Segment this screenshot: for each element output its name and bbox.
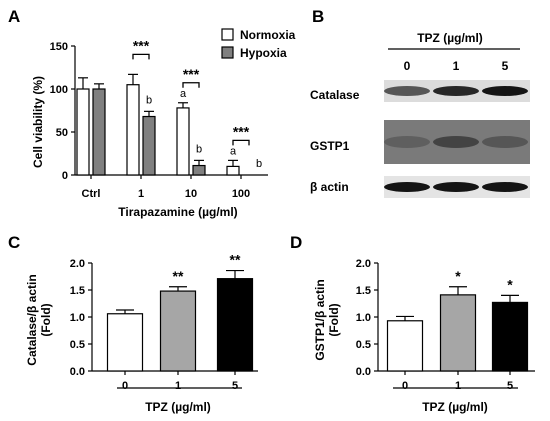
panel-a-xtick-label: 10 xyxy=(185,188,197,200)
panel-d-ytick-label: 1.0 xyxy=(356,312,371,324)
panel-a-ytick-label: 0 xyxy=(62,170,68,182)
panel-d-xlabel: TPZ (µg/ml) xyxy=(422,400,488,414)
panel-d-bar xyxy=(491,301,529,372)
panel-c-xtick-label: 5 xyxy=(232,380,238,392)
panel-letter-c: C xyxy=(8,233,20,252)
panel-c-ytick-label: 2.0 xyxy=(70,258,85,270)
panel-a-bar-normoxia xyxy=(226,165,240,176)
panel-a-legend: Normoxia Hypoxia xyxy=(221,28,296,60)
panel-a-ytick-label: 50 xyxy=(56,127,68,139)
panel-d-xtick-label: 1 xyxy=(455,380,461,392)
panel-d-xtick-label: 0 xyxy=(402,380,408,392)
panel-c-xlabel: TPZ (µg/ml) xyxy=(145,400,211,414)
panel-a-sig-letter: a xyxy=(230,145,237,157)
panel-c-xtick-label: 0 xyxy=(122,380,128,392)
panel-d-xtick-label: 5 xyxy=(507,380,513,392)
panel-c-ytick-label: 0.0 xyxy=(70,366,85,378)
panel-c-bar xyxy=(159,290,197,372)
blot-row-label-beta-actin: β actin xyxy=(310,180,349,194)
panel-a-sig-letter: a xyxy=(180,88,187,100)
panel-c-ylabel: Catalase/β actin(Fold) xyxy=(25,274,53,365)
blot-band xyxy=(384,182,430,192)
panel-a-ylabel: Cell viability (%) xyxy=(31,76,45,168)
panel-a-sig-letter: b xyxy=(256,158,262,170)
panel-d-bar xyxy=(386,320,424,372)
panel-a-sig-stars: *** xyxy=(183,66,200,82)
blot-band xyxy=(433,136,479,148)
panel-c-bar xyxy=(106,313,144,372)
panel-d-sig-stars: * xyxy=(455,268,461,284)
blot-lane-label-2: 5 xyxy=(502,59,509,73)
panel-a-sig-bracket xyxy=(232,139,250,146)
panel-a-sig-stars: *** xyxy=(233,123,250,139)
panel-c-sig-stars: ** xyxy=(173,268,184,284)
panel-d-ytick-label: 0.5 xyxy=(356,339,371,351)
panel-d-bar xyxy=(439,294,477,372)
blot-row-label-gstp1: GSTP1 xyxy=(310,139,350,153)
panel-letter-b: B xyxy=(312,7,324,26)
panel-letter-d: D xyxy=(290,233,302,252)
panel-a-bar-hypoxia xyxy=(192,164,206,176)
panel-a-sig-letter: b xyxy=(146,94,152,106)
panel-a-bar-normoxia xyxy=(126,84,140,176)
blot-band xyxy=(482,182,528,192)
blot-row-label-catalase: Catalase xyxy=(310,88,360,102)
blot-lane-label-0: 0 xyxy=(404,59,411,73)
panel-a-xtick-label: Ctrl xyxy=(82,188,101,200)
blot-lane-label-1: 1 xyxy=(453,59,460,73)
blot-band xyxy=(433,86,479,96)
panel-a-sig-letter: b xyxy=(196,143,202,155)
panel-a-xtick-label: 100 xyxy=(232,188,250,200)
legend-label-hypoxia: Hypoxia xyxy=(240,46,287,60)
panel-c-bar xyxy=(216,278,254,372)
legend-swatch-normoxia xyxy=(221,28,234,41)
panel-a-sig-bracket xyxy=(182,82,200,88)
panel-a-bar-normoxia xyxy=(176,107,190,176)
panel-d-ytick-label: 1.5 xyxy=(356,285,371,297)
panel-a-chart: Cell viability (%) Tirapazamine (µg/ml) … xyxy=(31,28,296,219)
panel-a-ytick-label: 150 xyxy=(50,41,68,53)
legend-swatch-hypoxia xyxy=(221,46,234,59)
panel-a-bar-hypoxia xyxy=(142,115,156,176)
panel-c-sig-stars: ** xyxy=(230,252,241,268)
panel-c-ytick-label: 0.5 xyxy=(70,339,85,351)
panel-a-sig-bracket xyxy=(132,53,150,60)
panel-a-xlabel: Tirapazamine (µg/ml) xyxy=(118,205,237,219)
panel-a-ytick-label: 100 xyxy=(50,84,68,96)
panel-c-ytick-label: 1.0 xyxy=(70,312,85,324)
blot-band xyxy=(384,86,430,96)
panel-d-chart: GSTP1/β actin(Fold) TPZ (µg/ml) 0.0 0.5 1.… xyxy=(313,258,535,414)
blot-band xyxy=(482,86,528,96)
panel-a-sig-stars: *** xyxy=(133,37,150,53)
panel-c-ytick-label: 1.5 xyxy=(70,285,85,297)
panel-a-bar-hypoxia xyxy=(92,88,106,176)
panel-c-chart: Catalase/β actin(Fold) TPZ (µg/ml) 0.0 0.… xyxy=(25,252,258,414)
panel-d-ylabel: GSTP1/β actin(Fold) xyxy=(313,279,341,360)
blot-title: TPZ (µg/ml) xyxy=(417,31,483,45)
panel-b-blot: TPZ (µg/ml) 0 1 5 Catalase GSTP1 β actin xyxy=(310,31,530,198)
panel-d-ytick-label: 0.0 xyxy=(356,366,371,378)
panel-d-ytick-label: 2.0 xyxy=(356,258,371,270)
panel-a-xtick-label: 1 xyxy=(138,188,144,200)
panel-a-bar-normoxia xyxy=(76,88,90,176)
panel-c-xtick-label: 1 xyxy=(175,380,181,392)
blot-band xyxy=(482,136,528,148)
blot-band xyxy=(384,136,430,148)
panel-letter-a: A xyxy=(8,7,20,26)
legend-label-normoxia: Normoxia xyxy=(240,28,296,42)
blot-band xyxy=(433,182,479,192)
panel-d-sig-stars: * xyxy=(507,276,513,292)
